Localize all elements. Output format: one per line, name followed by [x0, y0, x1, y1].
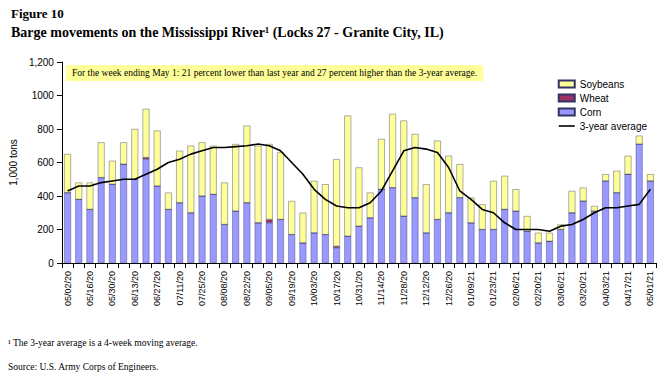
svg-text:1,000 tons: 1,000 tons	[8, 139, 19, 186]
svg-text:0: 0	[48, 258, 54, 269]
svg-text:05/02/20: 05/02/20	[63, 271, 73, 306]
svg-text:1,200: 1,200	[29, 57, 54, 68]
svg-text:09/05/20: 09/05/20	[264, 271, 274, 306]
svg-text:600: 600	[37, 157, 54, 168]
svg-text:For the week ending May 1: 21: For the week ending May 1: 21 percent lo…	[72, 68, 477, 78]
svg-text:06/13/20: 06/13/20	[130, 271, 140, 306]
svg-text:08/22/20: 08/22/20	[242, 271, 252, 306]
svg-text:02/20/21: 02/20/21	[533, 271, 543, 306]
svg-text:¹ The 3-year average is a 4-we: ¹ The 3-year average is a 4-week moving …	[8, 338, 198, 348]
svg-text:11/14/20: 11/14/20	[376, 271, 386, 305]
svg-text:05/30/20: 05/30/20	[107, 271, 117, 306]
svg-text:800: 800	[37, 124, 54, 135]
svg-text:12/12/20: 12/12/20	[421, 271, 431, 306]
svg-text:Figure 10: Figure 10	[11, 6, 64, 21]
svg-text:3-year average: 3-year average	[580, 121, 648, 132]
svg-text:05/01/21: 05/01/21	[645, 271, 655, 306]
svg-text:04/17/21: 04/17/21	[623, 271, 633, 306]
svg-text:08/08/20: 08/08/20	[219, 271, 229, 306]
svg-text:06/27/20: 06/27/20	[152, 271, 162, 306]
svg-text:1000: 1000	[32, 90, 55, 101]
svg-text:Source: U.S. Army Corps of Eng: Source: U.S. Army Corps of Engineers.	[8, 362, 158, 372]
svg-text:09/19/20: 09/19/20	[287, 271, 297, 306]
svg-text:400: 400	[37, 191, 54, 202]
svg-text:Corn: Corn	[580, 107, 602, 118]
svg-text:Soybeans: Soybeans	[580, 79, 624, 90]
svg-text:10/31/20: 10/31/20	[354, 271, 364, 306]
svg-text:Wheat: Wheat	[580, 93, 609, 104]
svg-text:03/20/21: 03/20/21	[578, 271, 588, 306]
svg-text:02/06/21: 02/06/21	[511, 271, 521, 306]
svg-text:01/09/21: 01/09/21	[466, 271, 476, 306]
svg-text:10/03/20: 10/03/20	[309, 271, 319, 306]
svg-text:12/26/20: 12/26/20	[444, 271, 454, 306]
svg-text:11/28/20: 11/28/20	[399, 271, 409, 305]
svg-text:200: 200	[37, 224, 54, 235]
svg-text:Barge movements on the Mississ: Barge movements on the Mississippi River…	[11, 25, 444, 41]
svg-text:05/16/20: 05/16/20	[85, 271, 95, 306]
svg-text:01/23/21: 01/23/21	[488, 271, 498, 306]
svg-text:07/25/20: 07/25/20	[197, 271, 207, 306]
svg-text:04/03/21: 04/03/21	[601, 271, 611, 306]
svg-text:07/11/20: 07/11/20	[175, 271, 185, 305]
svg-text:10/17/20: 10/17/20	[332, 271, 342, 306]
svg-text:03/06/21: 03/06/21	[556, 271, 566, 306]
